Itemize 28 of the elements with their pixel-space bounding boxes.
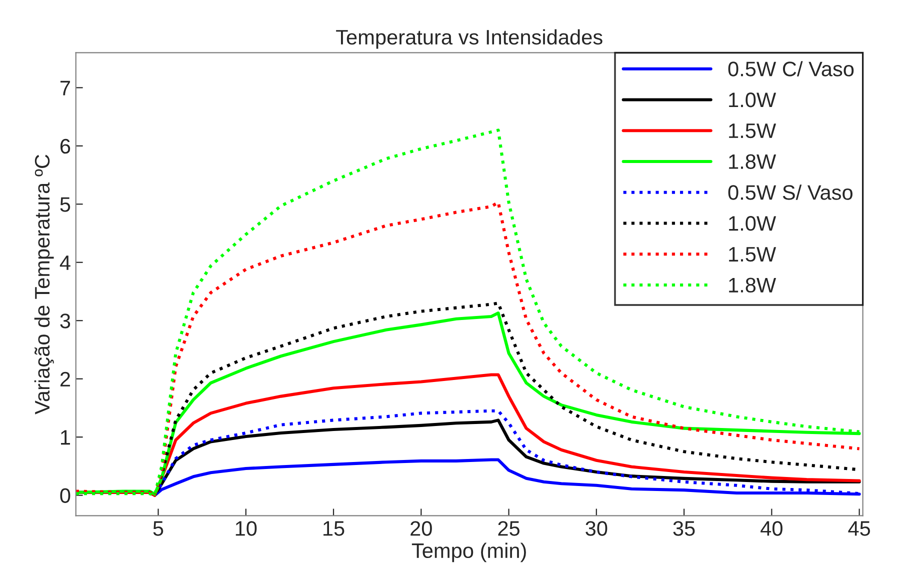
- y-axis-title: Variação de Temperatura ºC: [34, 154, 54, 414]
- x-tick-label: 25: [498, 521, 520, 536]
- x-axis-title: Tempo (min): [412, 542, 526, 562]
- y-tick-label: 4: [60, 256, 70, 270]
- x-tick-label: 35: [673, 521, 695, 536]
- chart-title: Temperatura vs Intensidades: [336, 29, 602, 49]
- x-tick-label: 40: [760, 521, 782, 536]
- legend-label: 1.5W: [729, 124, 776, 138]
- y-tick-label: 3: [60, 314, 70, 328]
- x-tick-label: 45: [848, 521, 870, 536]
- legend-label: 1.8W: [729, 278, 776, 293]
- y-tick-label: 2: [60, 372, 70, 386]
- y-tick-label: 7: [60, 80, 70, 96]
- x-tick-label: 30: [586, 521, 608, 536]
- x-tick-label: 15: [324, 521, 344, 536]
- legend-label: 1.0W: [729, 216, 776, 231]
- legend-label: 1.0W: [729, 92, 776, 108]
- y-tick-label: 1: [61, 430, 70, 445]
- legend-label: 1.5W: [729, 247, 776, 262]
- y-tick-label: 5: [60, 197, 70, 212]
- y-tick-label: 6: [60, 138, 70, 154]
- legend-label: 0.5W S/ Vaso: [728, 184, 852, 200]
- x-tick-label: 5: [153, 521, 164, 536]
- legend-label: 1.8W: [729, 154, 776, 170]
- x-tick-label: 20: [410, 521, 432, 536]
- y-tick-label: 0: [60, 488, 70, 504]
- legend-label: 0.5W C/ Vaso: [728, 61, 854, 76]
- x-tick-label: 10: [236, 521, 257, 536]
